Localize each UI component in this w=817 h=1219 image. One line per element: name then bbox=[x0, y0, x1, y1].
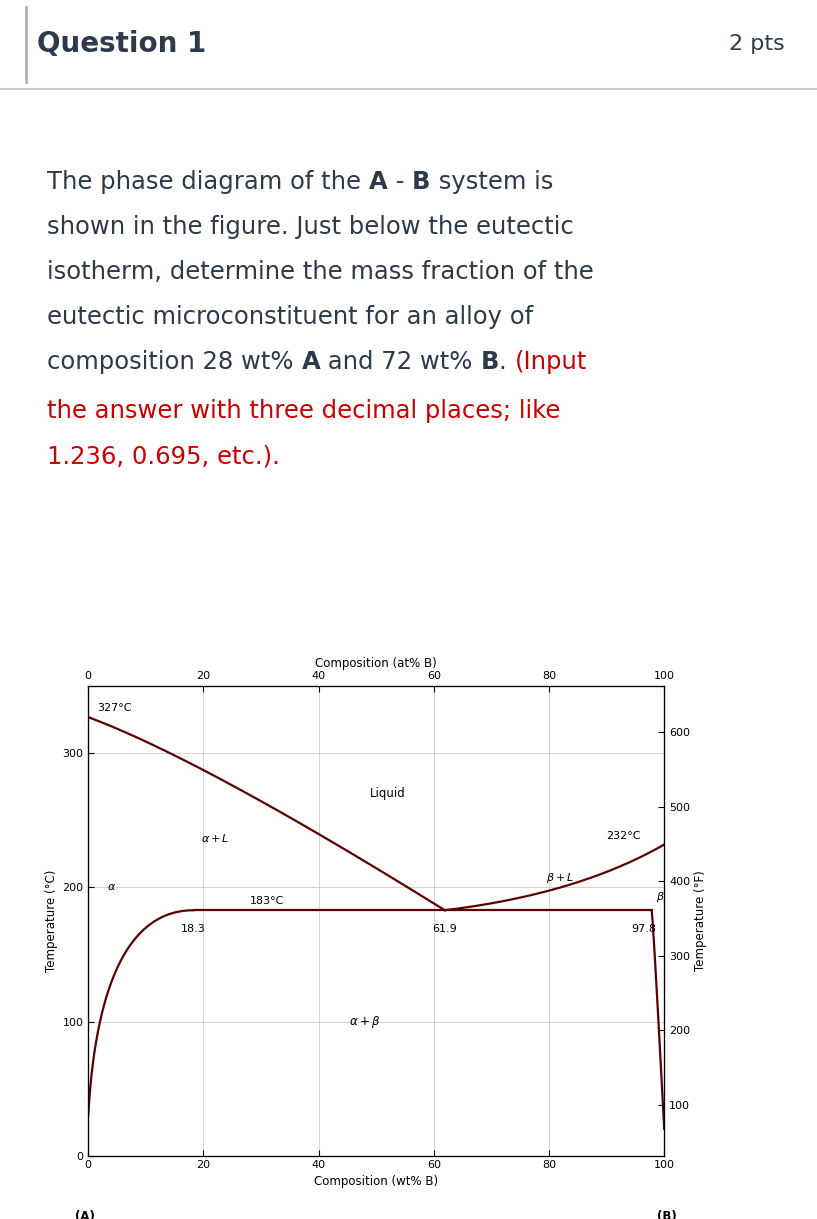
Text: (B): (B) bbox=[657, 1209, 677, 1219]
Text: 61.9: 61.9 bbox=[432, 924, 458, 934]
Text: composition 28 wt%: composition 28 wt% bbox=[47, 350, 301, 374]
X-axis label: Composition (wt% B): Composition (wt% B) bbox=[315, 1175, 438, 1187]
Text: B: B bbox=[480, 350, 499, 374]
Text: 2 pts: 2 pts bbox=[729, 34, 784, 55]
Text: 18.3: 18.3 bbox=[181, 924, 206, 934]
Text: eutectic microconstituent for an alloy of: eutectic microconstituent for an alloy o… bbox=[47, 305, 534, 329]
Text: shown in the figure. Just below the eutectic: shown in the figure. Just below the eute… bbox=[47, 215, 574, 239]
Text: A: A bbox=[369, 169, 388, 194]
Text: $\alpha + \beta$: $\alpha + \beta$ bbox=[349, 1013, 381, 1030]
Text: 327°C: 327°C bbox=[97, 703, 132, 713]
Text: $\beta + L$: $\beta + L$ bbox=[547, 872, 574, 885]
Text: $\alpha$: $\alpha$ bbox=[107, 883, 116, 892]
Y-axis label: Temperature (°C): Temperature (°C) bbox=[45, 870, 58, 972]
Text: $\beta$: $\beta$ bbox=[655, 890, 664, 903]
Text: The phase diagram of the: The phase diagram of the bbox=[47, 169, 369, 194]
X-axis label: Composition (at% B): Composition (at% B) bbox=[315, 657, 437, 670]
Text: the answer with three decimal places; like: the answer with three decimal places; li… bbox=[47, 399, 560, 423]
Text: $\alpha + L$: $\alpha + L$ bbox=[201, 831, 230, 844]
Text: Liquid: Liquid bbox=[370, 787, 405, 800]
Text: .: . bbox=[499, 350, 515, 374]
Text: -: - bbox=[388, 169, 412, 194]
Text: Question 1: Question 1 bbox=[37, 30, 206, 59]
Text: (Input: (Input bbox=[515, 350, 587, 374]
Text: 1.236, 0.695, etc.).: 1.236, 0.695, etc.). bbox=[47, 444, 280, 468]
Text: (A): (A) bbox=[75, 1209, 96, 1219]
Y-axis label: Temperature (°F): Temperature (°F) bbox=[694, 870, 708, 972]
Text: isotherm, determine the mass fraction of the: isotherm, determine the mass fraction of… bbox=[47, 260, 594, 284]
Text: B: B bbox=[412, 169, 431, 194]
Text: system is: system is bbox=[431, 169, 553, 194]
Text: A: A bbox=[301, 350, 320, 374]
Text: 232°C: 232°C bbox=[606, 830, 641, 841]
Text: 97.8: 97.8 bbox=[632, 924, 657, 934]
Text: 183°C: 183°C bbox=[249, 896, 283, 906]
Text: and 72 wt%: and 72 wt% bbox=[320, 350, 480, 374]
